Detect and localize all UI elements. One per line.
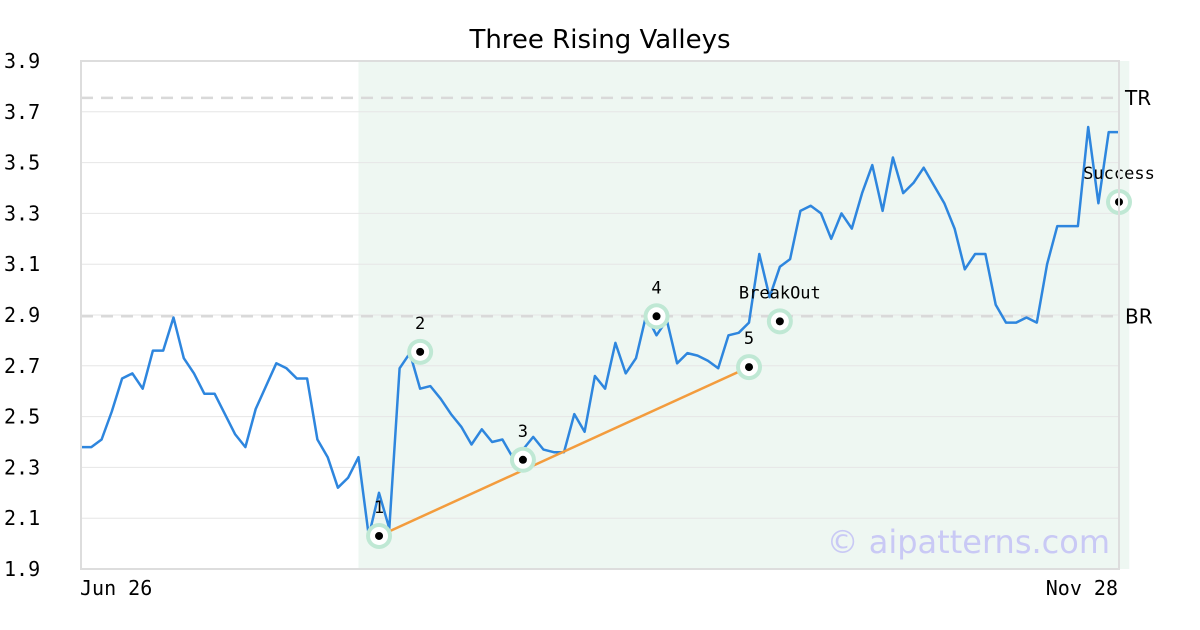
y-tick-label: 2.1 <box>4 506 40 530</box>
y-tick-label: 3.5 <box>4 151 40 175</box>
marker-label: BreakOut <box>739 283 821 303</box>
y-tick-label: 2.7 <box>4 354 40 378</box>
marker-1: 1 <box>366 498 393 549</box>
price-line <box>81 125 1119 538</box>
y-tick-label: 2.9 <box>4 303 40 327</box>
y-tick-label: 2.5 <box>4 405 40 429</box>
y-tick-label: 1.9 <box>4 557 40 581</box>
marker-5: 5 <box>736 329 763 381</box>
marker-dot <box>652 312 661 321</box>
marker-4: 4 <box>643 278 670 330</box>
y-tick-label: 3.9 <box>4 49 40 73</box>
plot-frame <box>80 60 1120 570</box>
marker-dot <box>416 347 425 356</box>
marker-dot <box>775 317 784 326</box>
y-tick-label: 3.1 <box>4 252 40 276</box>
trendline <box>378 365 750 538</box>
chart-title: Three Rising Valleys <box>468 25 730 55</box>
marker-3: 3 <box>509 422 536 473</box>
marker-label: 5 <box>744 329 754 349</box>
marker-label: 1 <box>374 498 384 518</box>
plot-border <box>80 60 1120 570</box>
reference-label-tr: TR <box>1124 86 1151 110</box>
marker-label: 3 <box>518 422 528 442</box>
reference-lines: TR BR <box>81 86 1153 328</box>
y-tick-label: 3.3 <box>4 201 40 225</box>
marker-breakout: BreakOut <box>739 283 821 335</box>
marker-label: 4 <box>651 278 661 298</box>
watermark: © aipatterns.com <box>827 523 1110 561</box>
price-series <box>81 125 1119 538</box>
y-tick-label: 3.7 <box>4 100 40 124</box>
marker-2: 2 <box>407 314 434 365</box>
y-tick-label: 2.3 <box>4 455 40 479</box>
marker-label: 2 <box>415 314 425 334</box>
marker-dot <box>518 455 527 464</box>
marker-dot <box>745 363 754 372</box>
x-tick-start: Jun 26 <box>80 576 152 600</box>
reference-label-br: BR <box>1125 304 1153 328</box>
marker-dot <box>375 531 384 540</box>
valley-trendline <box>378 365 750 538</box>
x-tick-end: Nov 28 <box>1046 576 1118 600</box>
y-axis-ticks: 3.9 3.7 3.5 3.3 3.1 2.9 2.7 2.5 2.3 2.1 1.9 <box>4 49 40 581</box>
